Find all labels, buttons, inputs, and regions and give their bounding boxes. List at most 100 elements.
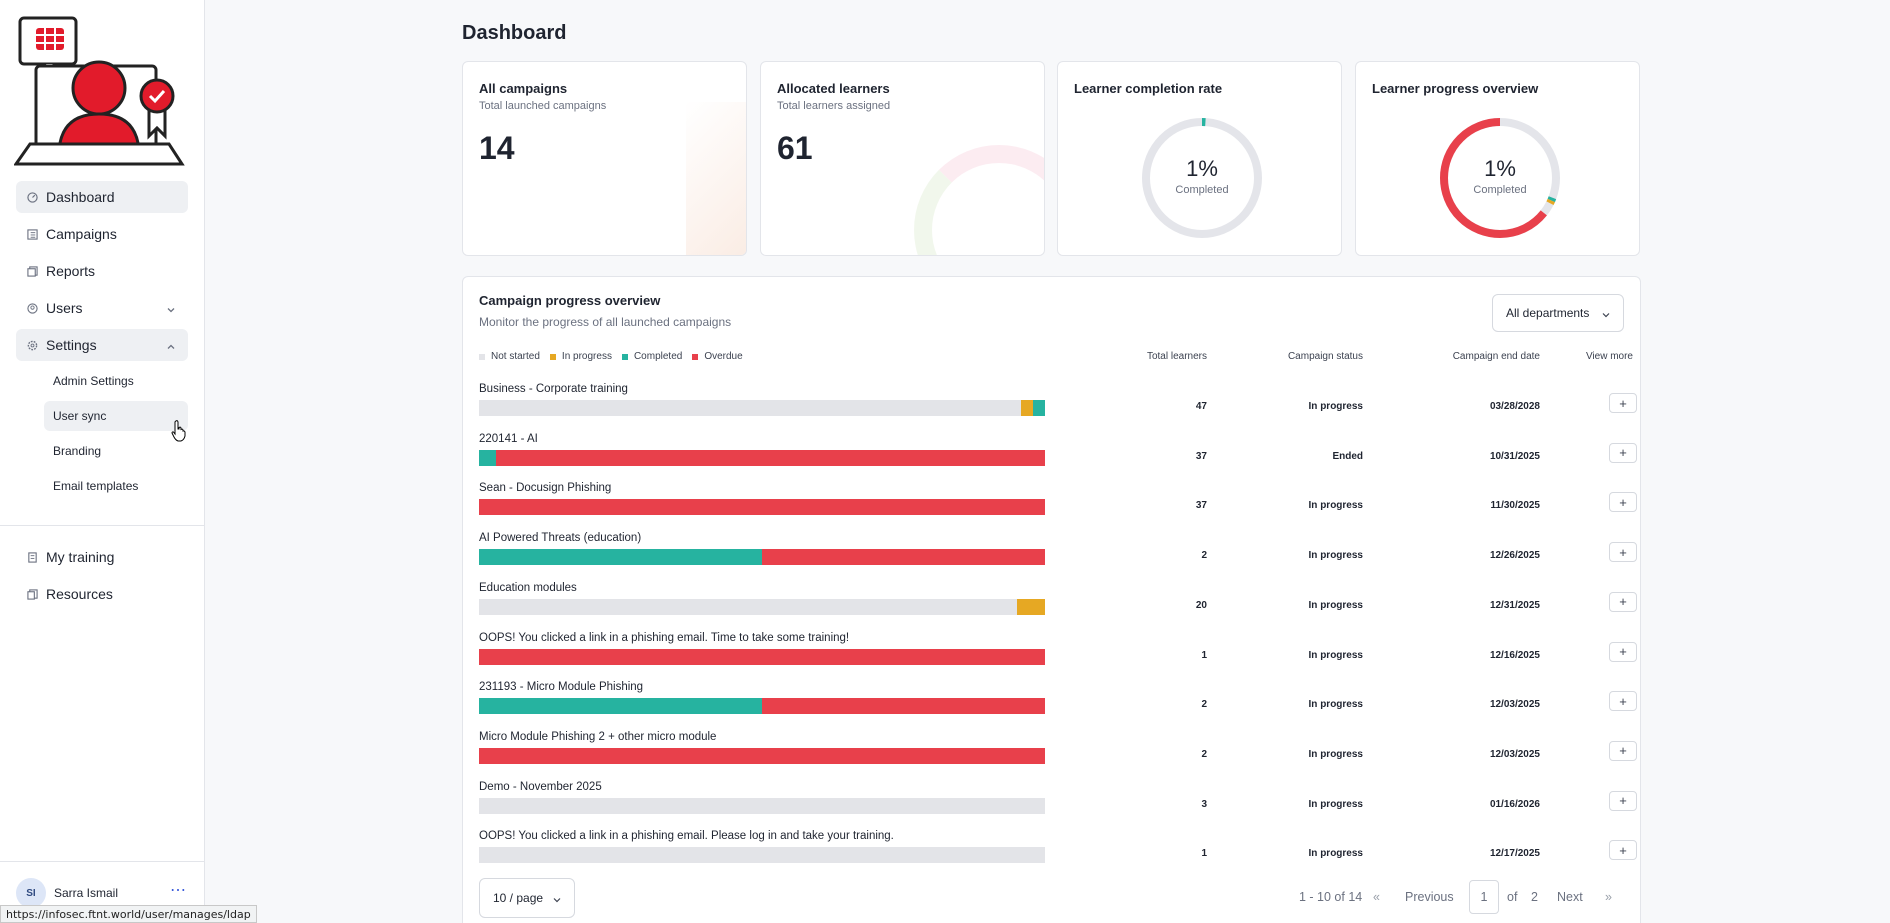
view-more-button[interactable]: + xyxy=(1609,641,1637,662)
sidebar-divider xyxy=(0,525,205,526)
sub-email-templates[interactable]: Email templates xyxy=(53,479,139,493)
column-view-more: View more xyxy=(1585,351,1633,362)
view-more-button[interactable]: + xyxy=(1609,790,1637,811)
campaign-name: Sean - Docusign Phishing xyxy=(479,482,612,495)
users-icon xyxy=(26,302,38,314)
progress-segment-completed xyxy=(479,449,496,466)
nav-dashboard[interactable]: Dashboard xyxy=(16,181,188,213)
campaign-end-date: 11/30/2025 xyxy=(1490,500,1541,512)
page-size-select[interactable]: 10 / page xyxy=(479,878,575,918)
campaign-end-date: 12/03/2025 xyxy=(1489,699,1540,711)
chevron-down-icon xyxy=(552,894,562,908)
campaign-name: OOPS! You clicked a link in a phishing e… xyxy=(479,830,894,843)
legend-label: Not started xyxy=(491,351,540,362)
column-total-learners: Total learners xyxy=(1146,351,1207,362)
first-page-icon[interactable]: « xyxy=(1373,890,1380,904)
view-more-button[interactable]: + xyxy=(1609,691,1637,712)
total-learners: 1 xyxy=(1201,649,1207,661)
nav-reports[interactable]: Reports xyxy=(16,255,188,287)
pagination-range: 1 - 10 of 14 xyxy=(1299,890,1363,904)
view-more-button[interactable]: + xyxy=(1609,492,1637,513)
view-more-button[interactable]: + xyxy=(1609,442,1637,463)
card-subtitle: Total learners assigned xyxy=(777,100,891,112)
panel-title: Campaign progress overview xyxy=(479,293,661,308)
pagination-of: of xyxy=(1507,890,1518,904)
more-icon[interactable]: ⋯ xyxy=(170,882,187,899)
nav-label: Settings xyxy=(46,337,97,353)
campaign-row: Education modules 20 In progress 12/31/2025… xyxy=(479,582,1637,628)
reports-icon xyxy=(26,265,38,277)
current-page-input[interactable]: 1 xyxy=(1469,880,1499,914)
card-title: Learner progress overview xyxy=(1372,81,1539,96)
nav-users[interactable]: Users xyxy=(16,292,188,324)
progress-segment-in-progress xyxy=(1016,598,1045,615)
card-progress-overview: Learner progress overview 1% Completed xyxy=(1355,61,1640,256)
nav-label: Resources xyxy=(46,586,113,602)
panel-subtitle: Monitor the progress of all launched cam… xyxy=(479,315,732,329)
campaign-end-date: 01/16/2026 xyxy=(1489,798,1540,810)
user-profile[interactable]: SI Sarra Ismail ⋯ xyxy=(0,861,205,923)
progress-segment-not-started xyxy=(479,400,1021,416)
view-more-button[interactable]: + xyxy=(1609,591,1637,612)
campaign-row: OOPS! You clicked a link in a phishing e… xyxy=(479,632,1637,678)
progress-segment-completed xyxy=(1033,400,1045,416)
next-page-button[interactable]: Next xyxy=(1557,890,1583,904)
card-title: Allocated learners xyxy=(777,81,890,96)
app-logo xyxy=(14,16,185,166)
nav-label: My training xyxy=(46,549,115,565)
progress-segment-overdue xyxy=(762,549,1045,566)
progress-donut: 1% Completed xyxy=(1438,116,1562,240)
total-learners: 37 xyxy=(1195,500,1207,512)
view-more-button[interactable]: + xyxy=(1609,393,1637,413)
progress-segment-overdue xyxy=(479,499,1045,516)
progress-segment-in-progress xyxy=(1020,400,1034,416)
previous-page-button[interactable]: Previous xyxy=(1405,890,1454,904)
donut-label: Completed xyxy=(1473,184,1527,196)
campaign-status: In progress xyxy=(1308,500,1363,512)
total-learners: 2 xyxy=(1201,550,1207,562)
campaign-row: OOPS! You clicked a link in a phishing e… xyxy=(479,830,1637,876)
last-page-icon[interactable]: » xyxy=(1605,890,1612,904)
chevron-down-icon xyxy=(1601,309,1611,323)
nav-campaigns[interactable]: Campaigns xyxy=(16,218,188,250)
campaign-row: Business - Corporate training 47 In progre… xyxy=(479,383,1637,429)
campaign-status: In progress xyxy=(1308,848,1363,860)
nav-resources[interactable]: Resources xyxy=(16,578,188,610)
campaign-row: Micro Module Phishing 2 + other micro mo… xyxy=(479,731,1637,777)
sub-admin-settings[interactable]: Admin Settings xyxy=(53,374,134,388)
campaign-end-date: 12/16/2025 xyxy=(1489,649,1540,661)
department-filter[interactable]: All departments xyxy=(1492,294,1624,332)
campaign-progress-bar xyxy=(479,549,1045,566)
view-more-button[interactable]: + xyxy=(1609,840,1637,861)
view-more-button[interactable]: + xyxy=(1609,542,1637,563)
card-value: 61 xyxy=(777,130,813,166)
campaign-name: Business - Corporate training xyxy=(479,383,628,395)
campaign-name: Demo - November 2025 xyxy=(479,780,602,793)
page-title: Dashboard xyxy=(462,22,567,44)
total-learners: 2 xyxy=(1201,699,1207,711)
campaign-status: In progress xyxy=(1308,599,1363,611)
donut-label: Completed xyxy=(1175,184,1229,196)
card-completion-rate: Learner completion rate 1% Completed xyxy=(1057,61,1342,256)
donut-percent: 1% xyxy=(1484,156,1516,181)
total-learners: 47 xyxy=(1195,401,1207,412)
hand-cursor-icon xyxy=(171,420,186,442)
column-end-date: Campaign end date xyxy=(1452,351,1540,362)
nav-my-training[interactable]: My training xyxy=(16,541,188,573)
campaign-row: AI Powered Threats (education) 2 In progre… xyxy=(479,532,1637,578)
secondary-nav: My training Resources xyxy=(16,541,188,615)
card-subtitle: Total launched campaigns xyxy=(479,100,607,112)
campaign-progress-bar xyxy=(479,698,1045,715)
legend: Not started In progress Completed Overdu… xyxy=(479,351,753,362)
legend-label: In progress xyxy=(561,351,612,362)
campaign-progress-panel: Campaign progress overview Monitor the p… xyxy=(462,276,1641,923)
view-more-button[interactable]: + xyxy=(1609,740,1637,761)
card-decoration xyxy=(914,145,1044,255)
progress-segment-overdue xyxy=(479,648,1045,665)
settings-icon xyxy=(26,339,38,351)
nav-settings[interactable]: Settings xyxy=(16,329,188,361)
sub-user-sync[interactable]: User sync xyxy=(44,401,188,431)
campaign-progress-bar xyxy=(479,847,1045,864)
campaign-row: Demo - November 2025 3 In progress 01/16/20… xyxy=(479,780,1637,827)
sub-branding[interactable]: Branding xyxy=(53,444,102,458)
